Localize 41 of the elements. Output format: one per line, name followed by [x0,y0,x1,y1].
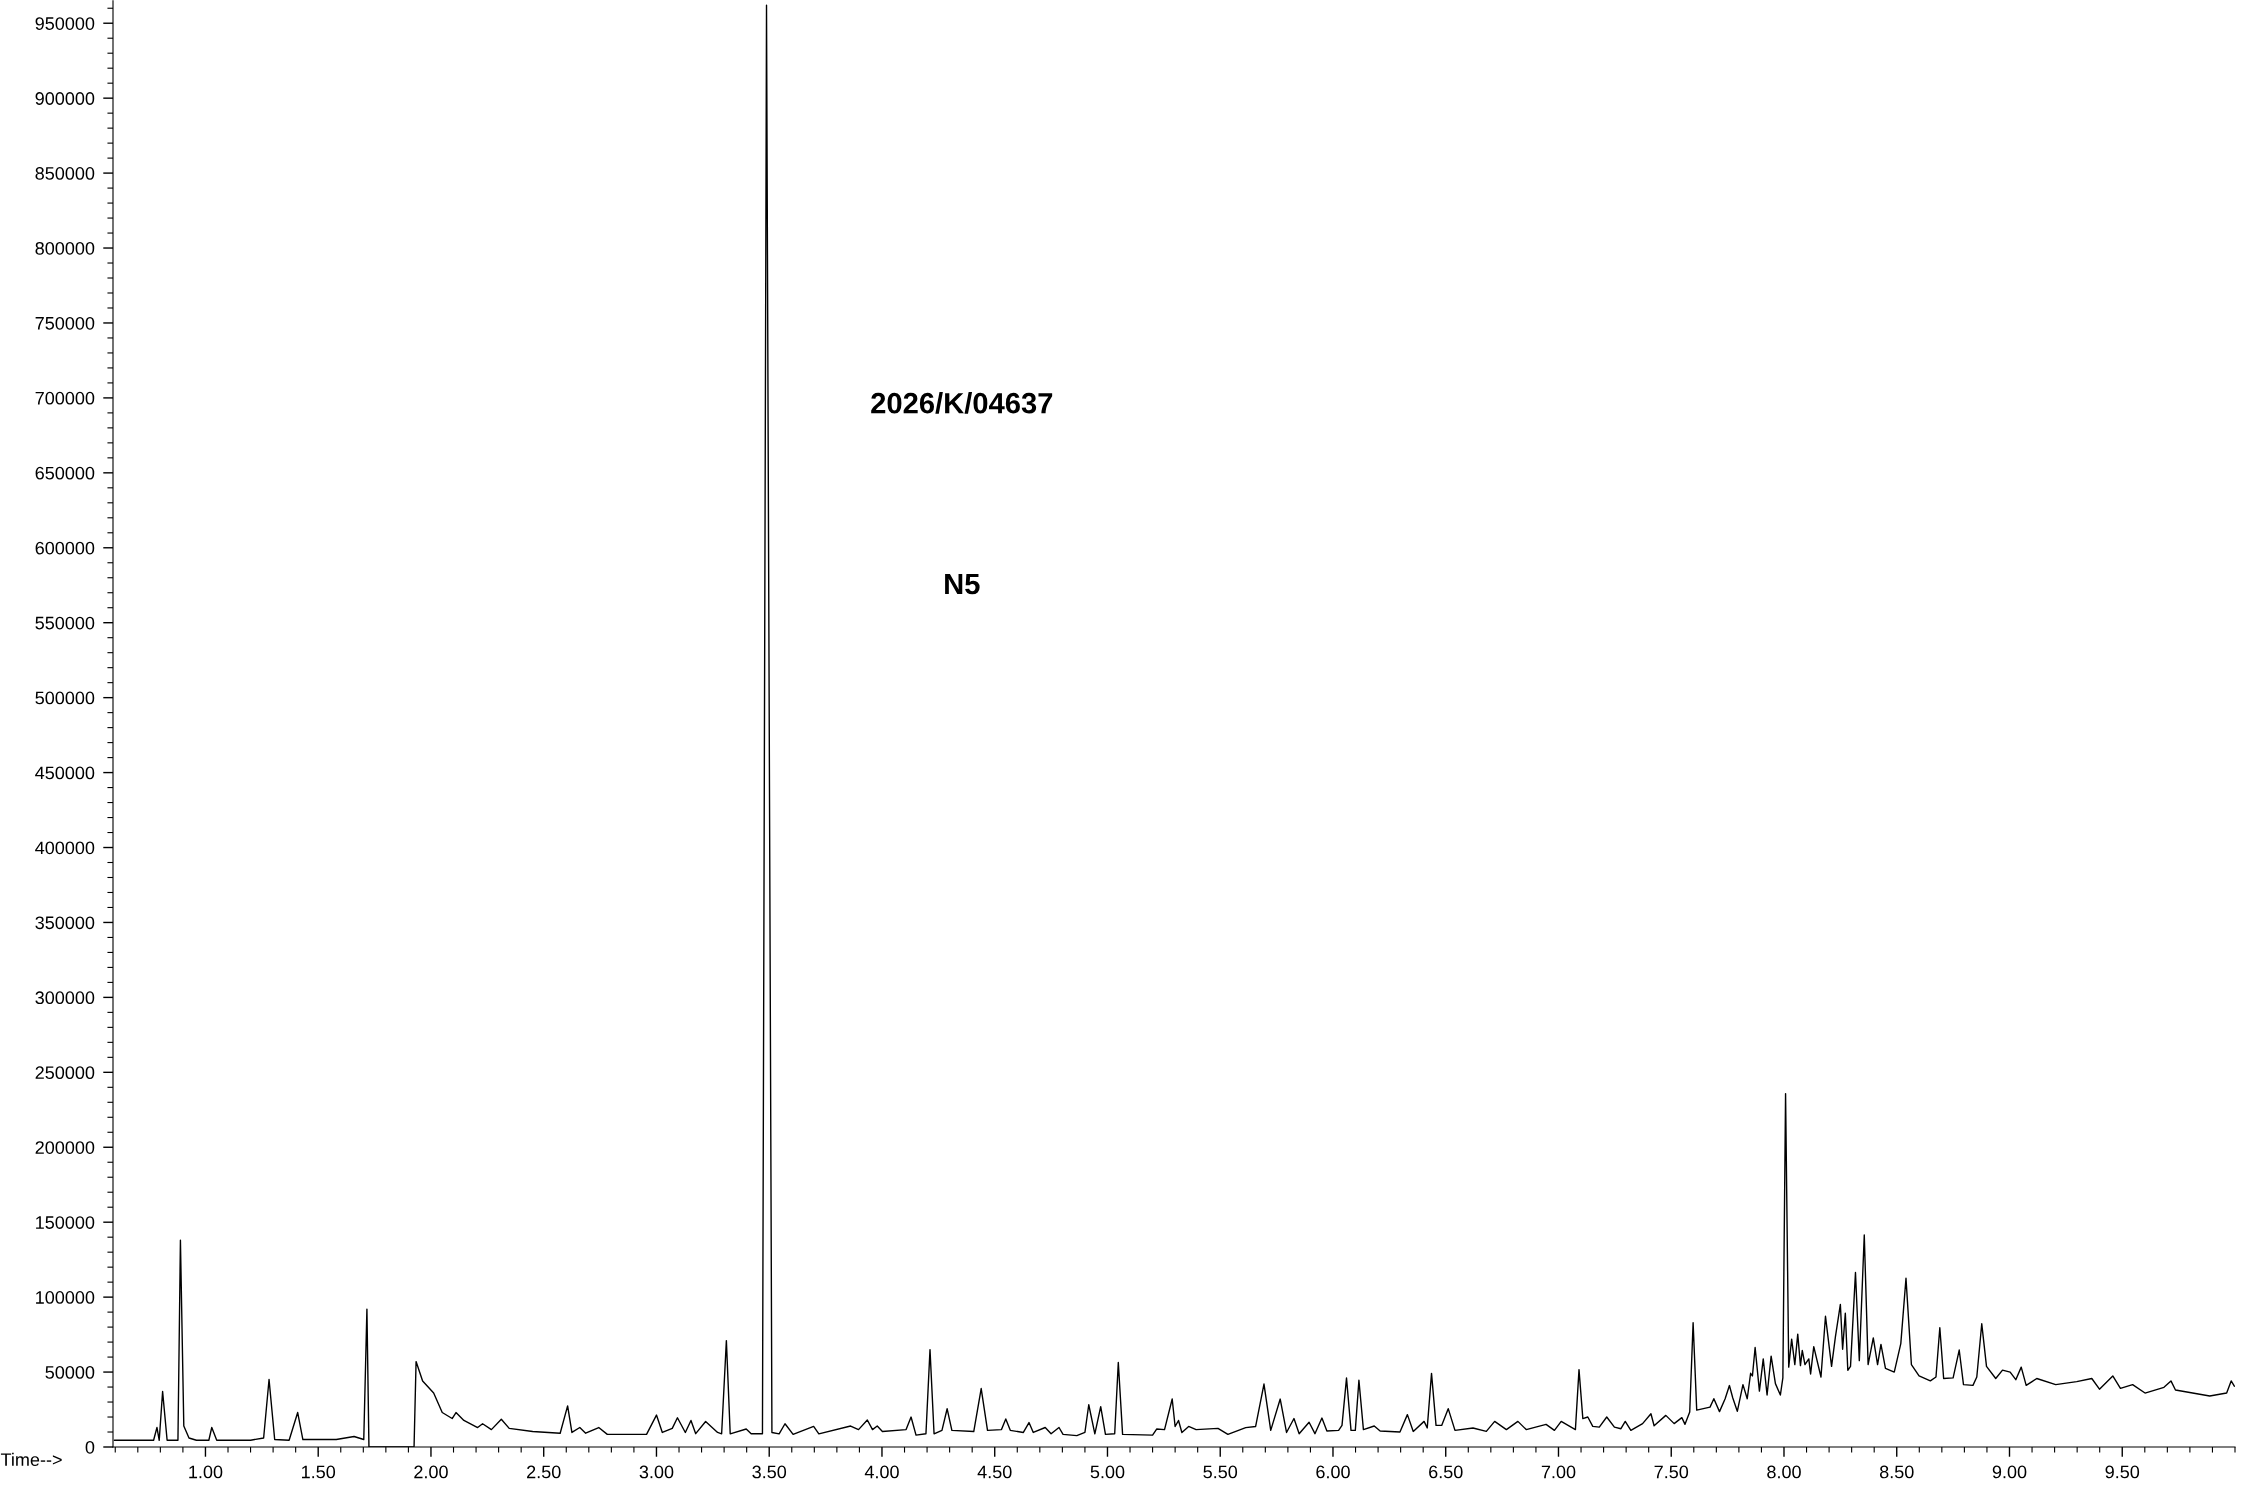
x-tick-label: 2.00 [414,1465,448,1479]
y-tick-label: 850000 [35,167,95,180]
y-tick-label: 350000 [35,916,95,930]
x-tick-label: 6.00 [1316,1465,1350,1479]
x-tick-label: 9.50 [2105,1465,2140,1479]
y-tick-label: 400000 [35,841,95,855]
x-tick-label: 6.50 [1429,1465,1463,1479]
y-tick-label: 50000 [45,1366,95,1379]
y-tick-label: 250000 [35,1066,95,1080]
x-tick-label: 3.00 [639,1465,674,1479]
x-tick-label: 8.50 [1879,1465,1914,1479]
x-tick-label: 9.00 [1992,1465,2027,1479]
x-tick-label: 1.00 [189,1465,223,1479]
annotation: 2026/K/04637 [871,392,1053,414]
x-tick-label: 2.50 [527,1465,561,1479]
x-tick-label: 4.00 [864,1465,899,1479]
y-tick-label: 550000 [35,616,95,630]
y-tick-label: 750000 [35,316,95,330]
y-tick-label: 650000 [35,466,95,480]
y-tick-label: 100000 [36,1291,95,1304]
y-tick-label: 950000 [35,17,95,30]
y-tick-label: 150000 [36,1216,95,1229]
x-tick-label: 1.50 [302,1465,336,1479]
x-tick-label: 5.00 [1090,1465,1125,1479]
x-axis-title: Time--> [0,1452,62,1467]
y-tick-label: 450000 [35,766,95,780]
annotation: N5 [945,573,980,595]
y-tick-label: 0 [85,1440,95,1454]
x-tick-label: 5.50 [1203,1465,1238,1479]
x-tick-label: 7.50 [1654,1465,1689,1479]
x-tick-label: 3.50 [752,1465,787,1479]
y-tick-label: 900000 [35,92,95,105]
x-tick-label: 8.00 [1767,1465,1801,1479]
y-tick-label: 200000 [35,1141,95,1154]
y-tick-label: 700000 [35,391,95,405]
y-tick-label: 800000 [35,241,95,255]
y-tick-label: 600000 [35,541,95,555]
x-tick-label: 4.50 [977,1465,1012,1479]
y-tick-label: 500000 [35,691,95,705]
y-tick-label: 300000 [35,991,95,1005]
x-tick-label: 7.00 [1541,1465,1576,1479]
